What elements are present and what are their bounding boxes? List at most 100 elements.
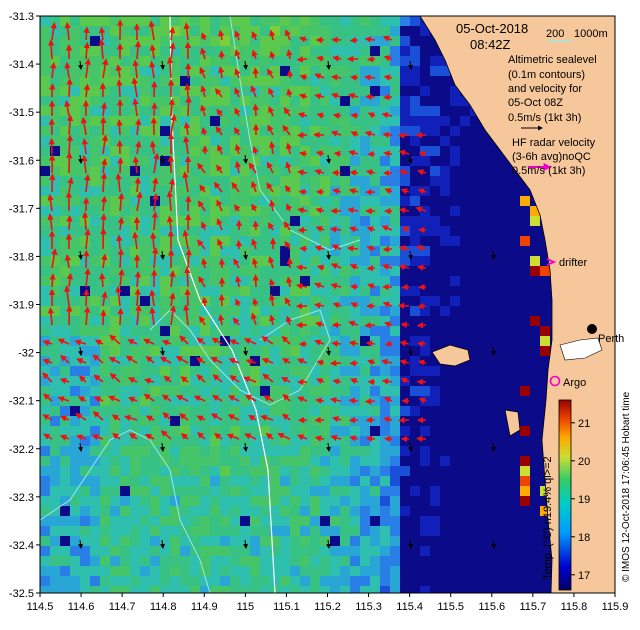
sst-cell bbox=[310, 126, 320, 136]
sst-cell bbox=[330, 286, 340, 296]
sst-cell bbox=[410, 356, 420, 366]
sst-cell bbox=[240, 146, 250, 156]
sst-cell bbox=[290, 516, 300, 526]
sst-cell bbox=[360, 196, 370, 206]
sst-cell bbox=[330, 536, 340, 546]
sst-cell bbox=[40, 196, 50, 206]
sst-cell bbox=[260, 346, 270, 356]
sst-cell bbox=[110, 296, 120, 306]
sst-cell bbox=[80, 566, 90, 576]
sst-cell bbox=[300, 416, 310, 426]
sst-cell bbox=[90, 66, 100, 76]
sst-cell bbox=[40, 66, 50, 76]
sst-cell bbox=[460, 496, 470, 506]
sst-cell bbox=[120, 336, 130, 346]
sst-cell bbox=[110, 156, 120, 166]
sst-cell bbox=[480, 226, 490, 236]
sst-cell bbox=[500, 246, 510, 256]
sst-cell bbox=[120, 86, 130, 96]
sst-cell bbox=[420, 426, 430, 436]
hf-arrow bbox=[329, 396, 342, 404]
sst-cell bbox=[130, 136, 140, 146]
sst-cell bbox=[260, 176, 270, 186]
sst-cell bbox=[260, 66, 270, 76]
sst-cell bbox=[420, 526, 430, 536]
sst-cell bbox=[70, 226, 80, 236]
sst-cell bbox=[40, 556, 50, 566]
hf-arrow bbox=[216, 218, 223, 231]
sst-cell bbox=[190, 316, 200, 326]
sst-cell bbox=[220, 216, 230, 226]
sst-cell bbox=[350, 426, 360, 436]
sst-cell bbox=[360, 166, 370, 176]
x-tick-label: 115.1 bbox=[273, 601, 300, 613]
sst-cell bbox=[230, 536, 240, 546]
sst-cell bbox=[160, 206, 170, 216]
sst-cell bbox=[250, 126, 260, 136]
sst-cell bbox=[120, 546, 130, 556]
sst-cell bbox=[350, 506, 360, 516]
sst-cell bbox=[370, 356, 380, 366]
sst-cell bbox=[430, 56, 440, 66]
sst-cell bbox=[200, 436, 210, 446]
sst-cell bbox=[100, 36, 110, 46]
sst-cell bbox=[440, 226, 450, 236]
sst-cell bbox=[100, 586, 110, 593]
sst-cell bbox=[510, 476, 520, 486]
sst-cell bbox=[340, 356, 350, 366]
sst-cell bbox=[40, 436, 50, 446]
sst-cell bbox=[160, 496, 170, 506]
sst-cell bbox=[200, 276, 210, 286]
sst-cell bbox=[490, 256, 500, 266]
sst-cell bbox=[260, 326, 270, 336]
sst-cell bbox=[250, 156, 260, 166]
sst-cell bbox=[280, 286, 290, 296]
sst-cell bbox=[390, 456, 400, 466]
sst-cell bbox=[130, 126, 140, 136]
hf-arrow bbox=[314, 93, 325, 100]
sst-cell bbox=[190, 296, 200, 306]
sst-cell bbox=[540, 356, 550, 366]
sst-cell bbox=[50, 196, 60, 206]
sst-cell bbox=[320, 256, 330, 266]
sst-cell bbox=[290, 536, 300, 546]
sst-cell bbox=[230, 76, 240, 86]
sst-cell bbox=[120, 256, 130, 266]
sst-cell bbox=[60, 266, 70, 276]
sst-cell bbox=[270, 36, 280, 46]
sst-cell bbox=[350, 346, 360, 356]
sst-cell bbox=[160, 186, 170, 196]
sst-cell bbox=[170, 246, 180, 256]
sst-cell bbox=[290, 306, 300, 316]
sst-cell bbox=[340, 286, 350, 296]
sst-cell bbox=[120, 446, 130, 456]
sst-cell bbox=[340, 256, 350, 266]
sst-cell bbox=[380, 486, 390, 496]
sst-cell bbox=[360, 546, 370, 556]
sst-cell bbox=[40, 506, 50, 516]
hf-arrow bbox=[267, 124, 274, 136]
sst-cell bbox=[70, 96, 80, 106]
sst-cell bbox=[360, 486, 370, 496]
sst-cell bbox=[320, 246, 330, 256]
sst-cell bbox=[210, 556, 220, 566]
sst-cell bbox=[100, 426, 110, 436]
sst-cell bbox=[310, 446, 320, 456]
sst-cell bbox=[50, 466, 60, 476]
hf-arrow bbox=[145, 355, 155, 364]
sst-cell bbox=[330, 96, 340, 106]
sst-cell bbox=[310, 316, 320, 326]
altimetry-arrow bbox=[78, 442, 83, 452]
sst-cell bbox=[50, 556, 60, 566]
sst-cell bbox=[120, 36, 130, 46]
sst-cell bbox=[430, 306, 440, 316]
sst-cell bbox=[520, 426, 530, 436]
sst-cell bbox=[530, 496, 540, 506]
hf-arrow bbox=[101, 134, 109, 155]
hf-arrow bbox=[331, 244, 342, 251]
hf-arrow bbox=[117, 157, 124, 174]
sst-cell bbox=[60, 366, 70, 376]
sst-cell bbox=[190, 246, 200, 256]
hf-arrow bbox=[399, 359, 410, 366]
sst-cell bbox=[310, 526, 320, 536]
